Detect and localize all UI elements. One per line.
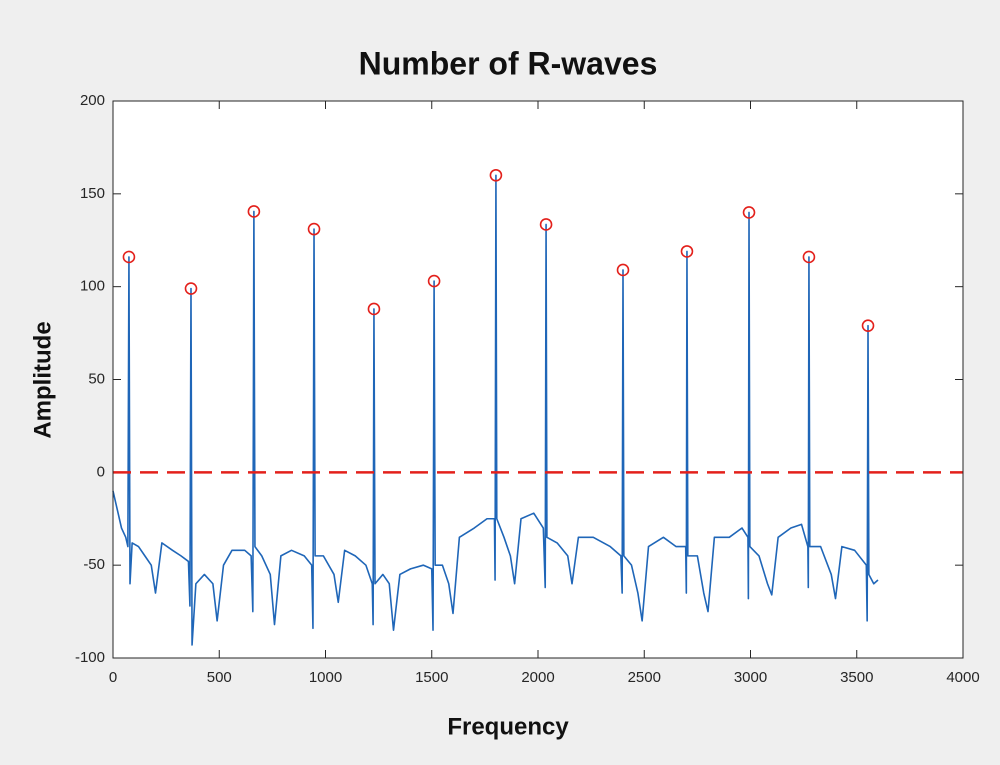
peak-marker [742,206,756,219]
y-axis-label: Amplitude [29,321,56,438]
y-tick-label: 200 [80,92,105,109]
peak-marker [680,245,694,258]
peak-marker [367,302,381,316]
peak-marker [489,168,503,182]
signal-line [112,174,879,646]
peak-marker [802,250,816,264]
y-tick-label: 50 [88,370,105,387]
peak-marker [184,282,198,295]
peak-marker [122,250,136,264]
x-tick-label: 0 [109,669,117,686]
x-axis-label: Frequency [447,713,569,740]
x-tick-label: 3000 [734,669,767,686]
x-tick-label: 2500 [628,669,661,686]
peak-marker [427,274,441,288]
x-tick-label: 1500 [415,669,448,686]
y-tick-label: -100 [75,649,105,666]
x-tick-label: 4000 [946,669,979,686]
peak-marker [247,205,261,218]
x-tick-label: 2000 [521,669,554,686]
peak-marker [616,263,630,277]
x-tick-label: 1000 [309,669,342,686]
y-tick-label: 150 [80,185,105,202]
peak-marker [539,218,553,231]
x-tick-label: 3500 [840,669,873,686]
y-tick-label: 100 [80,278,105,295]
peak-marker [861,319,875,332]
axes-box [112,100,964,659]
plot-area [113,101,963,658]
peak-marker [307,222,321,236]
x-tick-label: 500 [207,669,232,686]
chart-title: Number of R-waves [359,45,658,81]
y-tick-label: 0 [97,463,105,480]
y-tick-label: -50 [83,556,105,573]
